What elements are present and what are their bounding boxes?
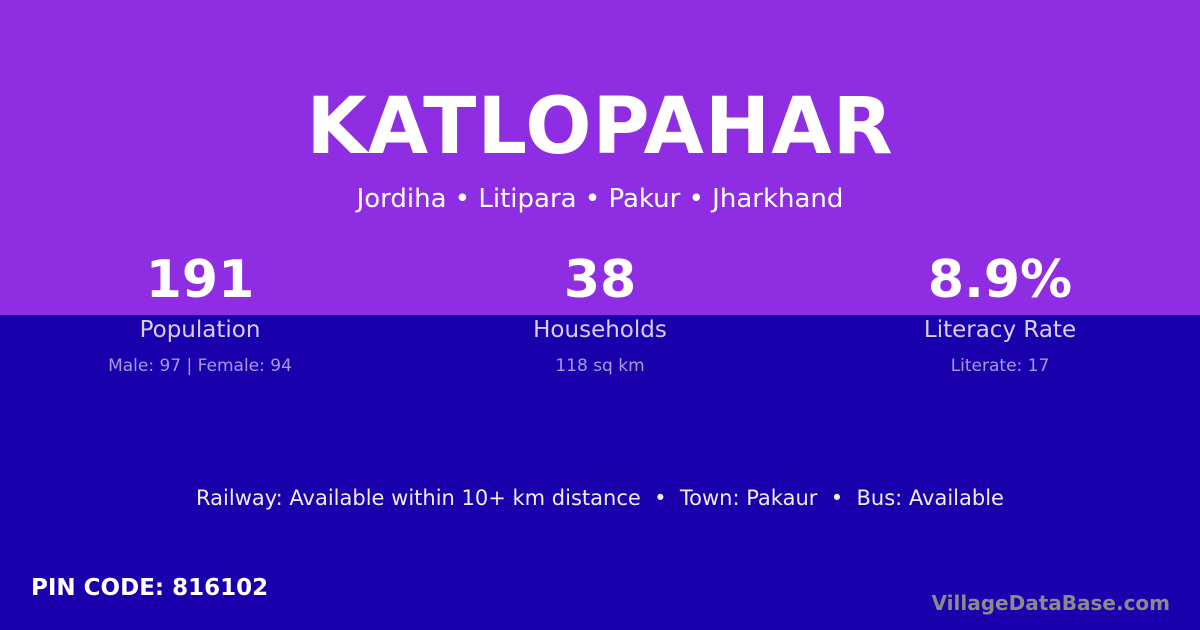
transport-info: Railway: Available within 10+ km distanc… xyxy=(196,486,1004,510)
stat-literacy: 8.9% Literacy Rate Literate: 17 xyxy=(800,250,1200,381)
header-band xyxy=(0,0,1200,315)
stat-value: 38 xyxy=(563,250,637,310)
stat-population: 191 Population Male: 97 | Female: 94 xyxy=(0,250,400,381)
stat-detail: 118 sq km xyxy=(555,356,645,376)
location-breadcrumb: Jordiha • Litipara • Pakur • Jharkhand xyxy=(356,184,844,214)
stat-label: Population xyxy=(139,317,261,343)
village-name: KATLOPAHAR xyxy=(306,82,894,172)
stat-value: 8.9% xyxy=(927,250,1073,310)
stat-value: 191 xyxy=(145,250,255,310)
pin-code: PIN CODE: 816102 xyxy=(31,575,269,601)
stat-detail: Male: 97 | Female: 94 xyxy=(108,356,292,376)
stat-label: Households xyxy=(533,317,667,343)
brand-logo: VillageDataBase.com xyxy=(931,591,1170,615)
stat-households: 38 Households 118 sq km xyxy=(400,250,800,381)
stat-label: Literacy Rate xyxy=(923,317,1077,343)
stat-detail: Literate: 17 xyxy=(950,356,1050,376)
